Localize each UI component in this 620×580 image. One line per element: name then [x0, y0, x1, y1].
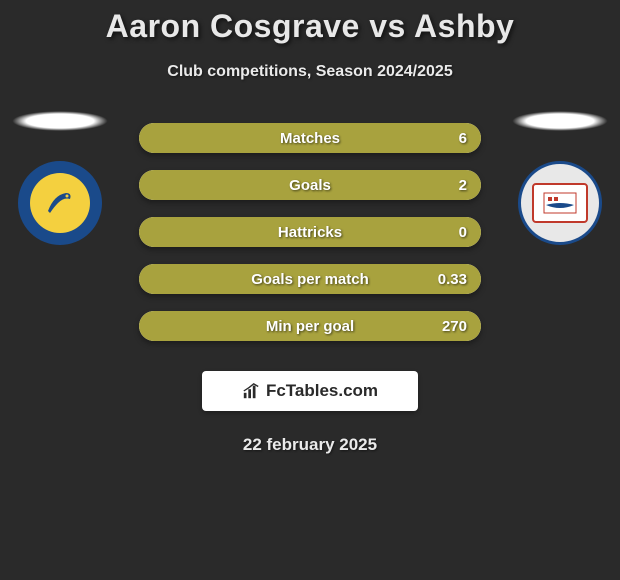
stat-value: 0 [459, 224, 467, 241]
stat-value: 6 [459, 130, 467, 147]
page-title: Aaron Cosgrave vs Ashby [0, 8, 620, 45]
shield-icon [540, 189, 580, 217]
subtitle: Club competitions, Season 2024/2025 [0, 63, 620, 81]
stat-value: 270 [442, 318, 467, 335]
player-left-column [12, 111, 108, 245]
shadow-ellipse-left [12, 111, 108, 131]
crest-left [18, 161, 102, 245]
stat-row-mpg: Min per goal 270 [139, 311, 481, 341]
stat-label: Goals per match [251, 271, 369, 288]
crest-right-shield [532, 183, 588, 223]
stat-label: Hattricks [278, 224, 342, 241]
date-label: 22 february 2025 [0, 435, 620, 455]
stat-row-gpm: Goals per match 0.33 [139, 264, 481, 294]
main-area: Matches 6 Goals 2 Hattricks 0 Goals per … [0, 123, 620, 455]
comparison-widget: Aaron Cosgrave vs Ashby Club competition… [0, 0, 620, 455]
bird-icon [40, 183, 80, 223]
crest-right [518, 161, 602, 245]
stats-list: Matches 6 Goals 2 Hattricks 0 Goals per … [139, 123, 481, 341]
chart-icon [242, 382, 260, 400]
stat-label: Matches [280, 130, 340, 147]
stat-row-goals: Goals 2 [139, 170, 481, 200]
stat-label: Min per goal [266, 318, 354, 335]
fctables-badge[interactable]: FcTables.com [202, 371, 418, 411]
shadow-ellipse-right [512, 111, 608, 131]
stat-value: 0.33 [438, 271, 467, 288]
player-right-column [512, 111, 608, 245]
crest-left-inner [30, 173, 90, 233]
stat-row-matches: Matches 6 [139, 123, 481, 153]
stat-row-hattricks: Hattricks 0 [139, 217, 481, 247]
fctables-label: FcTables.com [266, 381, 378, 401]
stat-value: 2 [459, 177, 467, 194]
stat-label: Goals [289, 177, 331, 194]
